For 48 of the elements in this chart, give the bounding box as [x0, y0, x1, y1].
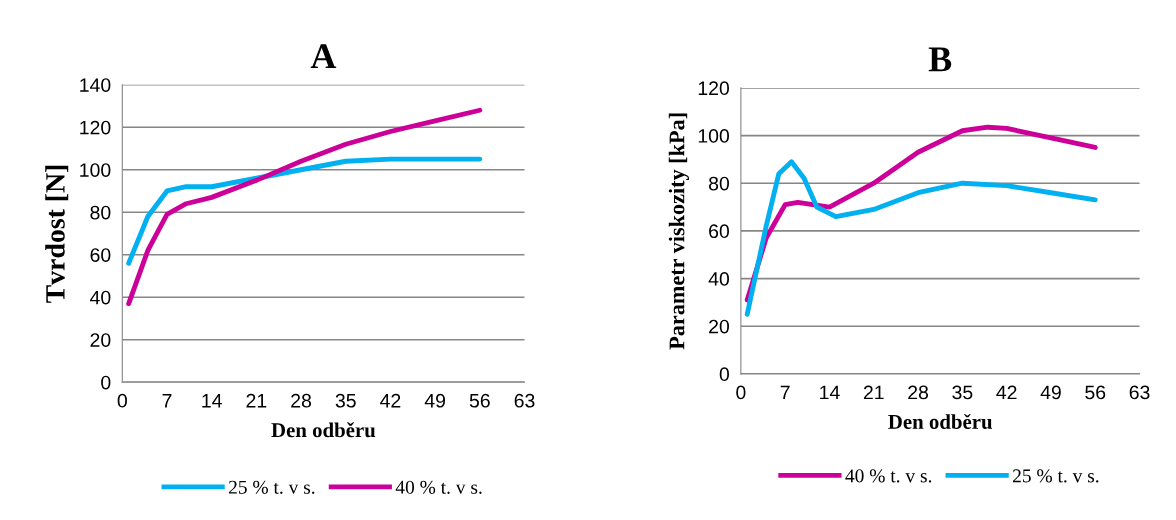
x-tick-label: 42 — [380, 393, 401, 408]
x-tick-label: 49 — [424, 393, 446, 408]
y-tick-label: 0 — [719, 367, 730, 382]
x-tick-label: 7 — [780, 385, 790, 400]
x-tick-label: 14 — [202, 394, 222, 408]
x-tick-label: 42 — [996, 385, 1017, 400]
y-axis-title: Tvrdost [N] — [45, 165, 69, 303]
legend-label: 25 % t. v s. — [228, 480, 315, 494]
x-tick-label: 0 — [736, 385, 746, 400]
x-tick-label: 49 — [1040, 385, 1061, 400]
line-series — [126, 107, 483, 307]
line-series — [744, 159, 1098, 317]
x-tick-label: 35 — [952, 385, 973, 400]
x-tick-label: 14 — [820, 385, 840, 400]
x-tick-label: 63 — [1129, 385, 1150, 400]
y-tick-label: 40 — [708, 272, 730, 286]
x-tick-label: 63 — [514, 393, 535, 408]
y-tick-label: 20 — [709, 319, 730, 334]
y-tick-label: 120 — [698, 81, 730, 96]
chart-title: A — [310, 44, 337, 69]
y-tick-label: 60 — [90, 248, 111, 262]
y-tick-label: 140 — [80, 78, 111, 92]
chart-title: B — [928, 47, 952, 72]
x-tick-label: 56 — [469, 393, 490, 408]
y-tick-label: 120 — [80, 120, 111, 135]
x-tick-label: 21 — [246, 393, 267, 408]
y-axis-title: Parametr viskozity [kPa] — [668, 113, 689, 350]
legend-label: 40 % t. v s. — [395, 480, 482, 494]
line-series — [126, 156, 483, 266]
legend-label: 25 % t. v s. — [1013, 469, 1099, 483]
x-tick-label: 7 — [162, 394, 172, 408]
legend-label: 40 % t. v s. — [845, 469, 932, 483]
x-axis-title: Den odběru — [271, 422, 376, 438]
y-tick-label: 80 — [90, 205, 111, 220]
y-tick-label: 20 — [90, 333, 111, 347]
x-tick-label: 21 — [863, 385, 884, 400]
y-tick-label: 80 — [708, 176, 730, 191]
x-tick-label: 0 — [117, 393, 127, 408]
y-tick-label: 100 — [80, 163, 111, 177]
x-tick-label: 56 — [1085, 385, 1106, 400]
y-tick-label: 0 — [101, 375, 111, 390]
x-tick-label: 35 — [335, 393, 356, 408]
x-tick-label: 28 — [291, 393, 312, 408]
x-tick-label: 28 — [908, 385, 929, 400]
y-tick-label: 100 — [698, 129, 730, 143]
y-tick-label: 60 — [709, 224, 730, 239]
y-tick-label: 40 — [90, 290, 111, 305]
x-axis-title: Den odběru — [888, 413, 993, 429]
